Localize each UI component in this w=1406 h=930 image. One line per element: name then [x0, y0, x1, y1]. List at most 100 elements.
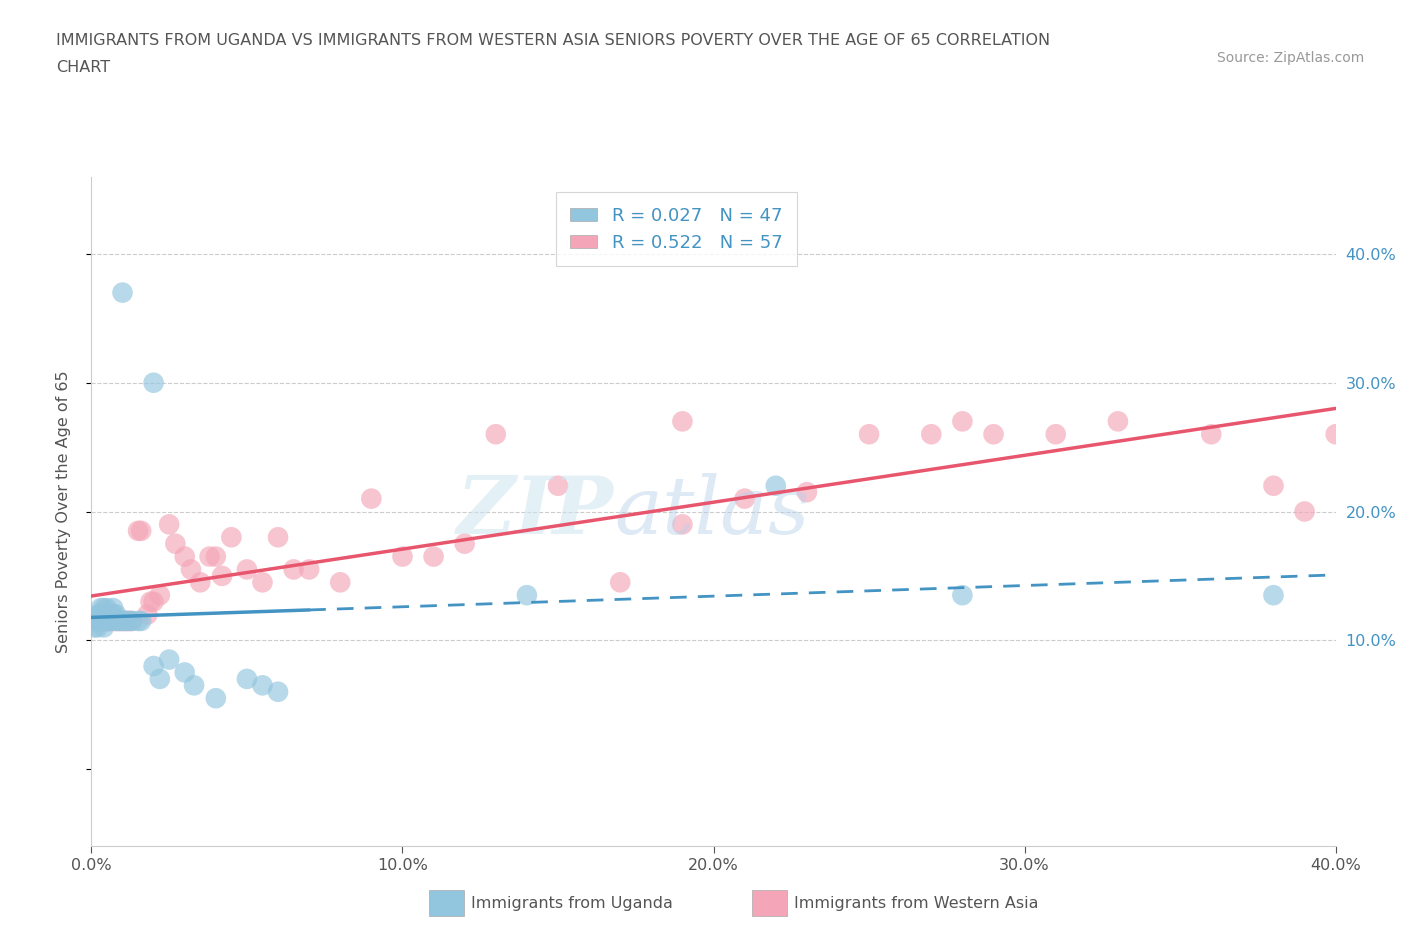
- Point: [111, 614, 134, 629]
- Point: [111, 614, 134, 629]
- Point: [298, 562, 321, 577]
- Point: [86, 620, 108, 635]
- Point: [157, 517, 180, 532]
- Point: [252, 575, 274, 590]
- Point: [98, 614, 121, 629]
- Point: [90, 607, 112, 622]
- Point: [93, 601, 115, 616]
- Point: [105, 607, 128, 622]
- Point: [391, 549, 413, 564]
- Point: [90, 614, 112, 629]
- Point: [485, 427, 508, 442]
- Point: [114, 614, 136, 629]
- Point: [96, 601, 118, 616]
- Point: [1294, 504, 1316, 519]
- Point: [765, 478, 787, 493]
- Point: [101, 614, 124, 629]
- Point: [129, 614, 152, 629]
- Point: [183, 678, 205, 693]
- Point: [1107, 414, 1129, 429]
- Text: Immigrants from Uganda: Immigrants from Uganda: [471, 896, 673, 910]
- Point: [108, 614, 131, 629]
- Point: [671, 414, 693, 429]
- Point: [93, 607, 115, 622]
- Point: [205, 691, 228, 706]
- Point: [1201, 427, 1223, 442]
- Point: [1324, 427, 1347, 442]
- Point: [101, 607, 124, 622]
- Point: [236, 562, 259, 577]
- Point: [983, 427, 1005, 442]
- Point: [96, 614, 118, 629]
- Point: [83, 614, 105, 629]
- Legend: R = 0.027   N = 47, R = 0.522   N = 57: R = 0.027 N = 47, R = 0.522 N = 57: [555, 193, 797, 266]
- Point: [173, 665, 195, 680]
- Point: [98, 607, 121, 622]
- Point: [180, 562, 202, 577]
- Point: [121, 614, 143, 629]
- Text: Immigrants from Western Asia: Immigrants from Western Asia: [794, 896, 1039, 910]
- Point: [198, 549, 221, 564]
- Point: [734, 491, 756, 506]
- Point: [609, 575, 631, 590]
- Point: [93, 614, 115, 629]
- Point: [96, 614, 118, 629]
- Point: [950, 414, 973, 429]
- Point: [90, 607, 112, 622]
- Point: [101, 607, 124, 622]
- Point: [129, 524, 152, 538]
- Point: [329, 575, 352, 590]
- Point: [205, 549, 228, 564]
- Point: [93, 614, 115, 629]
- Point: [90, 614, 112, 629]
- Point: [950, 588, 973, 603]
- Point: [157, 652, 180, 667]
- Point: [127, 524, 149, 538]
- Text: Source: ZipAtlas.com: Source: ZipAtlas.com: [1216, 51, 1364, 65]
- Point: [121, 614, 143, 629]
- Point: [283, 562, 305, 577]
- Point: [422, 549, 444, 564]
- Point: [858, 427, 880, 442]
- Point: [93, 620, 115, 635]
- Point: [1263, 478, 1285, 493]
- Point: [165, 537, 187, 551]
- Point: [796, 485, 818, 499]
- Point: [149, 671, 172, 686]
- Text: CHART: CHART: [56, 60, 110, 75]
- Point: [173, 549, 195, 564]
- Point: [142, 658, 165, 673]
- Point: [98, 607, 121, 622]
- Point: [108, 614, 131, 629]
- Point: [90, 601, 112, 616]
- Point: [93, 614, 115, 629]
- Point: [127, 614, 149, 629]
- Point: [1263, 588, 1285, 603]
- Point: [101, 601, 124, 616]
- Text: IMMIGRANTS FROM UGANDA VS IMMIGRANTS FROM WESTERN ASIA SENIORS POVERTY OVER THE : IMMIGRANTS FROM UGANDA VS IMMIGRANTS FRO…: [56, 33, 1050, 47]
- Point: [142, 594, 165, 609]
- Point: [86, 614, 108, 629]
- Point: [1045, 427, 1067, 442]
- Point: [671, 517, 693, 532]
- Point: [149, 588, 172, 603]
- Point: [547, 478, 569, 493]
- Text: ZIP: ZIP: [457, 472, 614, 551]
- Point: [221, 530, 243, 545]
- Point: [83, 620, 105, 635]
- Point: [142, 376, 165, 391]
- Point: [96, 607, 118, 622]
- Point: [516, 588, 538, 603]
- Point: [86, 607, 108, 622]
- Point: [98, 614, 121, 629]
- Point: [267, 684, 290, 699]
- Point: [236, 671, 259, 686]
- Y-axis label: Seniors Poverty Over the Age of 65: Seniors Poverty Over the Age of 65: [56, 370, 70, 653]
- Point: [211, 568, 233, 583]
- Point: [114, 614, 136, 629]
- Point: [267, 530, 290, 545]
- Point: [453, 537, 475, 551]
- Point: [90, 614, 112, 629]
- Point: [136, 607, 159, 622]
- Text: atlas: atlas: [614, 472, 810, 551]
